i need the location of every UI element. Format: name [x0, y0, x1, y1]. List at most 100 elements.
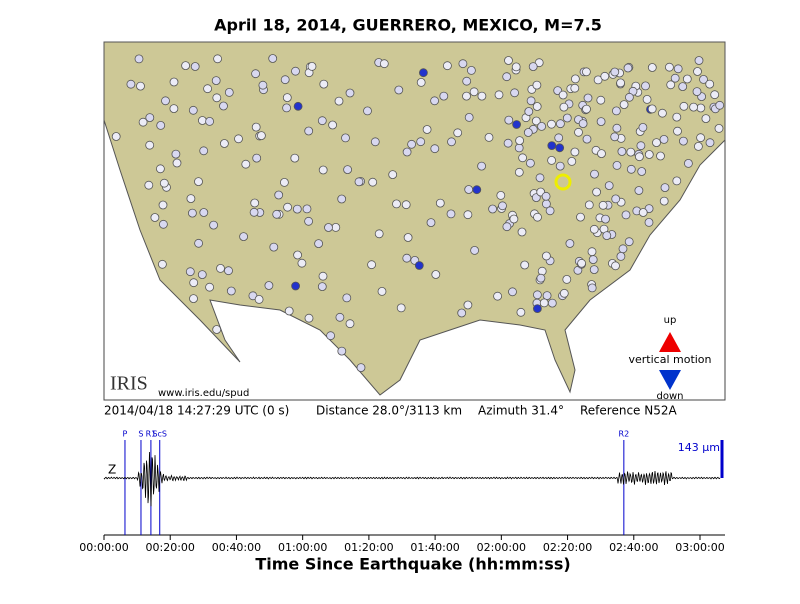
- scale-label: 143 μm: [678, 441, 720, 454]
- station: [457, 308, 467, 318]
- station: [542, 251, 551, 261]
- station: [601, 214, 610, 224]
- station: [577, 258, 586, 268]
- station: [533, 304, 542, 314]
- station: [547, 119, 556, 129]
- station: [304, 126, 314, 136]
- station: [610, 132, 620, 142]
- station: [466, 66, 476, 75]
- station: [684, 158, 693, 168]
- x-tick-label: 00:20:00: [146, 541, 195, 554]
- station: [571, 74, 580, 84]
- station: [531, 116, 541, 126]
- station: [462, 76, 472, 86]
- station: [498, 201, 507, 211]
- station: [282, 93, 292, 102]
- x-tick-label: 01:40:00: [410, 541, 459, 554]
- station: [604, 181, 614, 191]
- station: [582, 104, 591, 114]
- station: [224, 266, 233, 276]
- station: [138, 117, 148, 127]
- station: [318, 165, 328, 175]
- station: [462, 91, 471, 101]
- station: [494, 90, 504, 100]
- station: [590, 169, 599, 179]
- station: [510, 88, 519, 98]
- station: [532, 102, 542, 111]
- station: [610, 67, 620, 77]
- station: [659, 134, 669, 144]
- station: [545, 206, 555, 216]
- station: [672, 112, 682, 122]
- station: [638, 208, 648, 217]
- info-azimuth: Azimuth 31.4°: [478, 404, 564, 418]
- station: [673, 126, 682, 136]
- station: [509, 214, 519, 224]
- station: [558, 90, 568, 100]
- station: [518, 153, 527, 163]
- station: [197, 116, 207, 125]
- station: [159, 178, 169, 188]
- station: [587, 247, 597, 257]
- station: [226, 286, 236, 296]
- station: [194, 238, 204, 248]
- station: [619, 100, 629, 109]
- station: [335, 312, 345, 322]
- station: [401, 200, 411, 210]
- station: [656, 151, 665, 161]
- x-tick-label: 03:00:00: [675, 541, 724, 554]
- station: [611, 261, 620, 271]
- station: [190, 62, 200, 71]
- station: [453, 128, 463, 138]
- station: [701, 114, 711, 123]
- station: [638, 123, 648, 132]
- station: [567, 156, 577, 166]
- station: [488, 204, 498, 214]
- station: [292, 204, 302, 214]
- station: [472, 185, 482, 195]
- station: [554, 133, 564, 143]
- station: [528, 62, 538, 71]
- station: [258, 80, 268, 90]
- station: [363, 106, 372, 116]
- url: www.iris.edu/spud: [158, 388, 249, 399]
- station: [181, 61, 191, 70]
- station: [280, 75, 290, 85]
- station: [161, 96, 170, 106]
- station: [251, 122, 261, 132]
- station: [477, 161, 487, 171]
- station: [517, 227, 527, 237]
- station: [514, 167, 524, 177]
- station: [596, 117, 606, 126]
- station: [562, 274, 572, 284]
- legend-down: down: [657, 391, 684, 402]
- station: [402, 147, 412, 157]
- station: [658, 108, 667, 118]
- trace: [103, 451, 721, 507]
- station: [145, 113, 155, 122]
- station: [394, 85, 404, 95]
- station: [283, 202, 293, 212]
- station: [555, 143, 565, 153]
- station: [256, 131, 266, 141]
- station: [502, 222, 512, 232]
- x-tick-label: 01:20:00: [344, 541, 393, 554]
- station: [274, 190, 284, 200]
- station: [612, 160, 622, 170]
- station: [624, 237, 634, 247]
- station: [205, 117, 215, 126]
- station: [562, 113, 572, 123]
- station: [589, 265, 599, 275]
- station: [241, 159, 251, 169]
- station: [526, 158, 535, 168]
- station: [354, 177, 364, 187]
- station: [644, 217, 654, 227]
- station: [239, 232, 249, 242]
- station: [484, 132, 494, 142]
- station: [547, 141, 557, 151]
- station: [570, 83, 580, 93]
- station: [304, 216, 314, 226]
- station: [304, 313, 314, 323]
- station: [426, 218, 436, 228]
- station: [621, 210, 631, 220]
